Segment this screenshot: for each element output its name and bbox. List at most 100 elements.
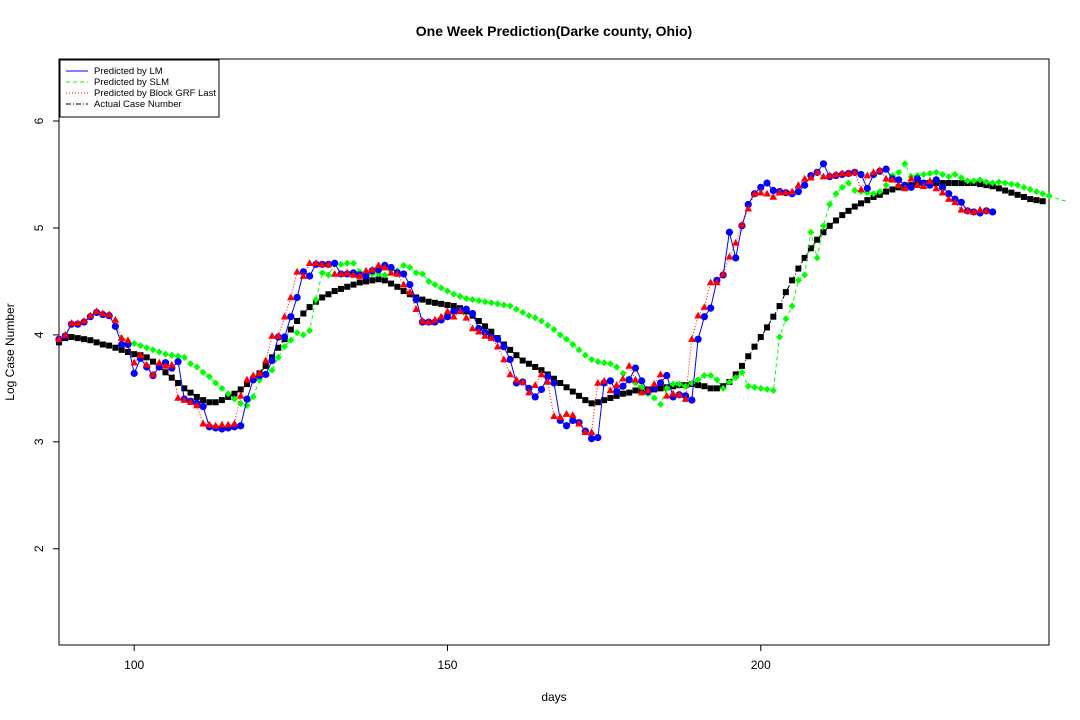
data-point [901,160,909,168]
series-line [58,162,1068,407]
data-point [775,188,784,196]
data-point [444,301,451,308]
data-point [506,355,514,364]
data-point [268,356,276,365]
data-point [794,276,802,284]
data-point [819,160,828,168]
data-point [575,419,583,427]
data-point [800,174,809,182]
data-point [350,281,357,288]
data-point [550,326,558,334]
data-point [538,367,545,374]
data-point [149,370,157,378]
data-point [801,254,808,261]
data-point [763,189,771,197]
data-point [919,182,928,190]
data-point [895,168,903,176]
data-point [650,394,658,402]
data-point [388,280,395,287]
data-point [751,343,758,350]
y-tick-label: 3 [32,438,46,445]
data-point [606,360,614,368]
data-point [713,278,721,286]
data-point [882,181,890,189]
data-point [130,339,138,347]
data-point [587,435,596,443]
data-point [425,298,432,305]
data-point [958,180,965,187]
data-point [161,361,170,369]
data-point [632,387,639,394]
data-point [443,287,451,295]
data-point [443,313,452,321]
data-point [832,190,840,198]
data-point [744,204,753,212]
data-point [343,259,351,267]
data-point [625,376,633,384]
data-point [976,205,984,213]
data-point [438,300,445,307]
data-point [801,181,809,189]
data-point [688,335,696,342]
data-point [255,369,264,377]
data-point [462,305,470,313]
data-point [631,364,640,372]
data-point [343,268,352,276]
data-point [1039,198,1046,205]
data-point [594,379,602,386]
data-point [537,370,546,378]
data-point [606,386,615,394]
data-point [795,265,802,272]
data-point [562,410,571,417]
data-point [907,183,915,191]
data-point [982,206,991,214]
data-point [895,176,903,184]
data-point [619,390,626,397]
data-point [731,238,740,246]
data-point [525,312,533,320]
series-predicted-by-block-grf-last [55,166,991,436]
data-point [663,371,671,380]
data-point [519,308,527,316]
data-point [124,336,132,344]
data-point [732,374,740,382]
legend-label-slm: Predicted by SLM [94,77,169,88]
data-point [318,269,326,277]
data-point [481,331,489,339]
data-point [487,334,496,341]
data-point [675,380,683,388]
data-point [362,272,370,280]
data-point [218,384,226,392]
data-point [400,270,408,278]
data-point [181,385,188,392]
data-point [106,342,113,349]
data-point [224,390,232,398]
data-point [275,344,282,351]
data-point [876,166,884,174]
data-point [262,362,269,369]
data-point [431,281,439,289]
data-point [669,380,677,388]
data-point [312,259,320,267]
data-point [876,188,884,196]
data-point [770,313,777,320]
data-point [325,291,332,298]
data-point [212,399,219,406]
data-point [995,178,1003,186]
chart-title: One Week Prediction(Darke county, Ohio) [416,23,692,39]
data-point [543,377,552,385]
data-point [400,288,407,295]
data-point [738,362,745,369]
data-point [293,293,301,302]
x-tick-label: 100 [124,658,144,672]
data-point [174,358,182,366]
data-point [889,186,896,193]
data-point [576,392,583,399]
data-point [406,264,414,272]
data-point [193,363,201,371]
data-point [337,269,345,277]
data-point [374,261,383,269]
data-point [431,315,439,323]
data-point [167,360,176,368]
